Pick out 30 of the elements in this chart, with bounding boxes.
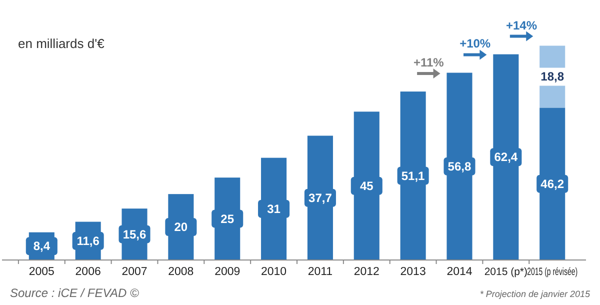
x-tick-label: 2010	[260, 266, 287, 278]
text: +14%	[506, 18, 538, 32]
x-tick-label: 2009	[214, 266, 240, 278]
data-label: 11,6	[76, 234, 100, 248]
data-label: 46,2	[540, 176, 564, 191]
x-tick-label: 2006	[75, 266, 101, 278]
data-label: 31	[267, 202, 281, 216]
data-label: 62,4	[494, 150, 518, 164]
x-tick-label: 2013	[400, 266, 426, 278]
data-label: 20	[174, 220, 188, 234]
annotation: +11%	[413, 56, 444, 70]
x-tick-label: 2011	[308, 266, 333, 278]
x-tick-label: 2008	[168, 266, 194, 278]
x-tick-label: 2007	[122, 266, 148, 278]
data-label: 18,8	[540, 70, 564, 84]
data-label: 15,6	[122, 227, 147, 242]
x-tick-label: 2015 (p révisée)	[527, 266, 600, 278]
text: * Projection de janvier 2015	[480, 289, 591, 299]
data-label: 25	[220, 212, 234, 226]
data-label: 45	[360, 178, 374, 193]
x-tick-label: 2005	[28, 266, 54, 278]
y-axis-title: en milliards d'€	[18, 36, 106, 51]
x-tick-label: 2015 (p*)	[484, 266, 528, 278]
x-tick-label: 2012	[354, 266, 380, 278]
x-tick-label: 2014	[446, 266, 473, 278]
source-note: Source : iCE / FEVAD ©	[10, 286, 140, 300]
data-label: 51,1	[401, 168, 426, 183]
data-label: 37,7	[308, 190, 332, 205]
annotation: +10%	[460, 36, 491, 51]
data-label: 56,8	[448, 159, 472, 174]
